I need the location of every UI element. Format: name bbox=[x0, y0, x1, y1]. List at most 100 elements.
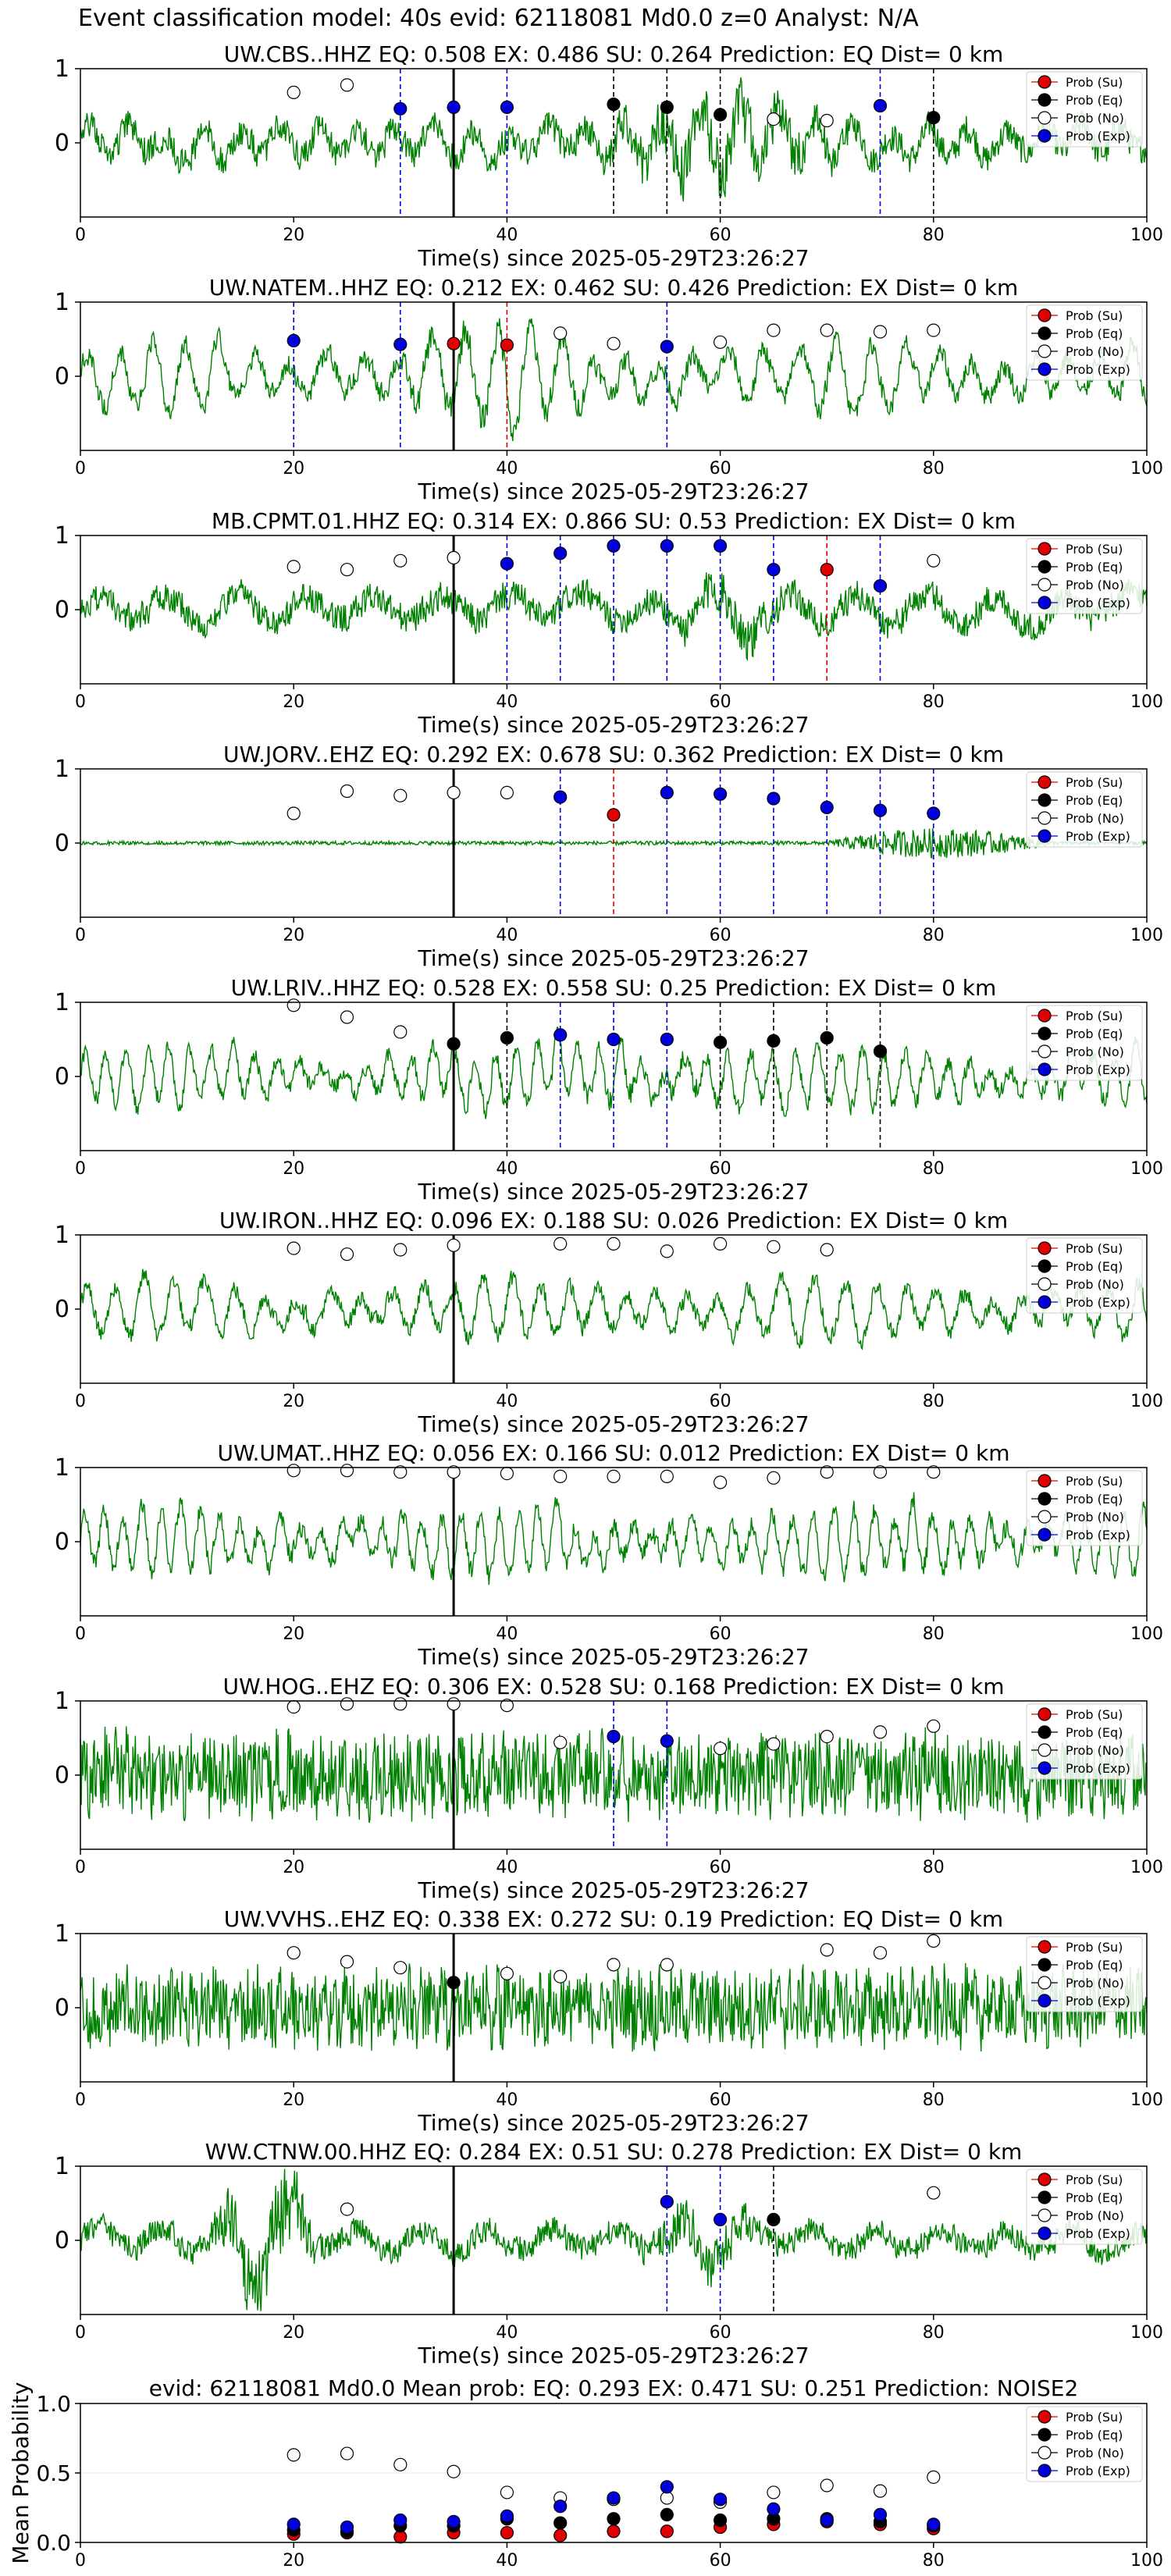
panel-2-legend-box bbox=[1026, 304, 1143, 381]
panel-6-prob-point-no bbox=[553, 1236, 568, 1251]
panel-5-prob-point-eq bbox=[873, 1044, 888, 1059]
panel-10-x-tick-label: 60 bbox=[710, 2323, 731, 2343]
panel-6-legend-label-exp: Prob (Exp) bbox=[1066, 1295, 1130, 1310]
panel-2-prob-point-no bbox=[873, 325, 888, 339]
panel-4: UW.JORV..EHZ EQ: 0.292 EX: 0.678 SU: 0.3… bbox=[55, 742, 1163, 971]
panel-5-legend-label-eq: Prob (Eq) bbox=[1066, 1026, 1123, 1041]
panel-3-prob-point-exp bbox=[500, 557, 514, 571]
panel-1-xlabel: Time(s) since 2025-05-29T23:26:27 bbox=[417, 245, 809, 271]
panel-7-x-tick-label: 100 bbox=[1130, 1624, 1163, 1644]
panel-8-prob-point-no bbox=[287, 1700, 301, 1714]
mean-panel-point-exp bbox=[447, 2514, 461, 2528]
mean-panel-y-tick-label: 0.5 bbox=[36, 2460, 71, 2486]
panel-5: UW.LRIV..HHZ EQ: 0.528 EX: 0.558 SU: 0.2… bbox=[55, 975, 1163, 1204]
panel-9-x-tick-label: 60 bbox=[710, 2090, 731, 2110]
panel-2-legend-marker-no bbox=[1038, 344, 1052, 358]
panel-7-prob-point-no bbox=[713, 1475, 728, 1489]
panel-6-legend-label-no: Prob (No) bbox=[1066, 1277, 1124, 1292]
panel-8-prob-point-no bbox=[767, 1737, 781, 1751]
panel-6-waveform bbox=[80, 1268, 1148, 1350]
panel-9-prob-point-no bbox=[340, 1955, 354, 1969]
mean-panel: evid: 62118081 Md0.0 Mean prob: EQ: 0.29… bbox=[8, 2375, 1163, 2571]
panel-3-prob-point-exp bbox=[607, 539, 621, 553]
panel-5-legend-marker-exp bbox=[1038, 1062, 1052, 1076]
mean-panel-point-no bbox=[767, 2485, 781, 2500]
panel-1-prob-point-no bbox=[820, 113, 834, 128]
panel-9-x-tick-label: 100 bbox=[1130, 2090, 1163, 2110]
panel-1-x-tick-label: 80 bbox=[923, 226, 945, 245]
panel-2-x-tick-label: 40 bbox=[496, 459, 518, 479]
mean-panel-point-no bbox=[927, 2470, 941, 2484]
panel-8-prob-point-exp bbox=[607, 1730, 621, 1744]
panel-8-legend-marker-exp bbox=[1038, 1761, 1052, 1775]
panel-4-prob-point-exp bbox=[660, 785, 674, 800]
panel-2-y-tick-label: 0 bbox=[55, 363, 69, 390]
panel-10-legend-box bbox=[1026, 2169, 1143, 2245]
panel-4-prob-point-exp bbox=[553, 790, 568, 804]
panel-10-prob-point-no bbox=[340, 2202, 354, 2216]
panel-10-legend-label-no: Prob (No) bbox=[1066, 2208, 1124, 2223]
panel-3-legend-marker-no bbox=[1038, 578, 1052, 592]
mean-panel-x-tick-label: 0 bbox=[75, 2551, 86, 2571]
mean-panel-ylabel: Mean Probability bbox=[8, 2382, 34, 2564]
panel-4-legend-label-no: Prob (No) bbox=[1066, 811, 1124, 826]
panel-7-legend-label-eq: Prob (Eq) bbox=[1066, 1492, 1123, 1507]
panel-9-legend-label-su: Prob (Su) bbox=[1066, 1940, 1123, 1955]
panel-4-x-tick-label: 0 bbox=[75, 926, 86, 945]
panel-4-legend-marker-su bbox=[1038, 775, 1052, 789]
panel-10-x-tick-label: 80 bbox=[923, 2323, 945, 2343]
panel-1-legend-marker-exp bbox=[1038, 129, 1052, 143]
panel-6-prob-point-no bbox=[287, 1241, 301, 1255]
mean-panel-legend-label-eq: Prob (Eq) bbox=[1066, 2428, 1123, 2443]
panel-10-legend-marker-eq bbox=[1038, 2190, 1052, 2204]
panel-4-y-tick-label: 0 bbox=[55, 830, 69, 857]
panel-10-legend-marker-su bbox=[1038, 2172, 1052, 2186]
panel-5-prob-point-eq bbox=[713, 1035, 728, 1049]
panel-9-x-tick-label: 0 bbox=[75, 2090, 86, 2110]
panel-5-prob-point-exp bbox=[607, 1032, 621, 1047]
mean-panel-legend-label-exp: Prob (Exp) bbox=[1066, 2464, 1130, 2478]
panel-5-legend-label-su: Prob (Su) bbox=[1066, 1009, 1123, 1023]
panel-7-prob-point-no bbox=[447, 1465, 461, 1479]
panel-9-x-tick-label: 40 bbox=[496, 2090, 518, 2110]
panel-6-legend-label-su: Prob (Su) bbox=[1066, 1241, 1123, 1256]
panel-3-x-tick-label: 100 bbox=[1130, 692, 1163, 712]
panel-6-legend: Prob (Su) Prob (Eq) Prob (No) Prob (Exp) bbox=[1026, 1237, 1143, 1314]
mean-panel-x-tick-label: 80 bbox=[923, 2551, 945, 2571]
panel-1-prob-point-eq bbox=[713, 108, 728, 122]
panel-9-prob-point-no bbox=[660, 1958, 674, 1972]
mean-panel-point-exp bbox=[660, 2480, 674, 2494]
panel-2-prob-point-exp bbox=[660, 340, 674, 354]
panel-10-x-tick-label: 100 bbox=[1130, 2323, 1163, 2343]
panel-6-legend-label-eq: Prob (Eq) bbox=[1066, 1259, 1123, 1274]
panel-5-title: UW.LRIV..HHZ EQ: 0.528 EX: 0.558 SU: 0.2… bbox=[231, 975, 997, 1001]
panel-7-x-tick-label: 40 bbox=[496, 1624, 518, 1644]
panel-8-prob-point-no bbox=[873, 1725, 888, 1739]
panel-9-prob-point-no bbox=[820, 1943, 834, 1957]
panel-2-x-tick-label: 100 bbox=[1130, 459, 1163, 479]
panel-4-prob-point-su bbox=[607, 808, 621, 822]
panel-5-waveform bbox=[80, 1026, 1148, 1119]
panel-5-prob-point-no bbox=[393, 1025, 408, 1039]
panel-4-y-tick-label: 1 bbox=[55, 756, 69, 783]
panel-4-prob-point-exp bbox=[927, 806, 941, 820]
panel-7-prob-point-no bbox=[873, 1465, 888, 1479]
panel-7-prob-point-no bbox=[820, 1465, 834, 1479]
panel-4-legend-label-su: Prob (Su) bbox=[1066, 775, 1123, 790]
panel-10-legend: Prob (Su) Prob (Eq) Prob (No) Prob (Exp) bbox=[1026, 2169, 1143, 2245]
mean-panel-legend-label-su: Prob (Su) bbox=[1066, 2410, 1123, 2425]
panel-3-title: MB.CPMT.01.HHZ EQ: 0.314 EX: 0.866 SU: 0… bbox=[212, 508, 1016, 534]
panel-2-legend-marker-su bbox=[1038, 308, 1052, 322]
panel-6: UW.IRON..HHZ EQ: 0.096 EX: 0.188 SU: 0.0… bbox=[55, 1208, 1163, 1437]
panel-1-legend-label-su: Prob (Su) bbox=[1066, 75, 1123, 90]
panel-1-legend-box bbox=[1026, 71, 1143, 148]
panel-1-legend-marker-no bbox=[1038, 111, 1052, 125]
panel-4-x-tick-label: 40 bbox=[496, 926, 518, 945]
panel-8-x-tick-label: 80 bbox=[923, 1858, 945, 1877]
panel-8-xlabel: Time(s) since 2025-05-29T23:26:27 bbox=[417, 1877, 809, 1903]
panel-9-title: UW.VVHS..EHZ EQ: 0.338 EX: 0.272 SU: 0.1… bbox=[224, 1906, 1003, 1932]
panel-5-prob-point-eq bbox=[447, 1037, 461, 1051]
panel-9-y-tick-label: 1 bbox=[55, 1920, 69, 1948]
panel-9-waveform bbox=[80, 1962, 1148, 2052]
